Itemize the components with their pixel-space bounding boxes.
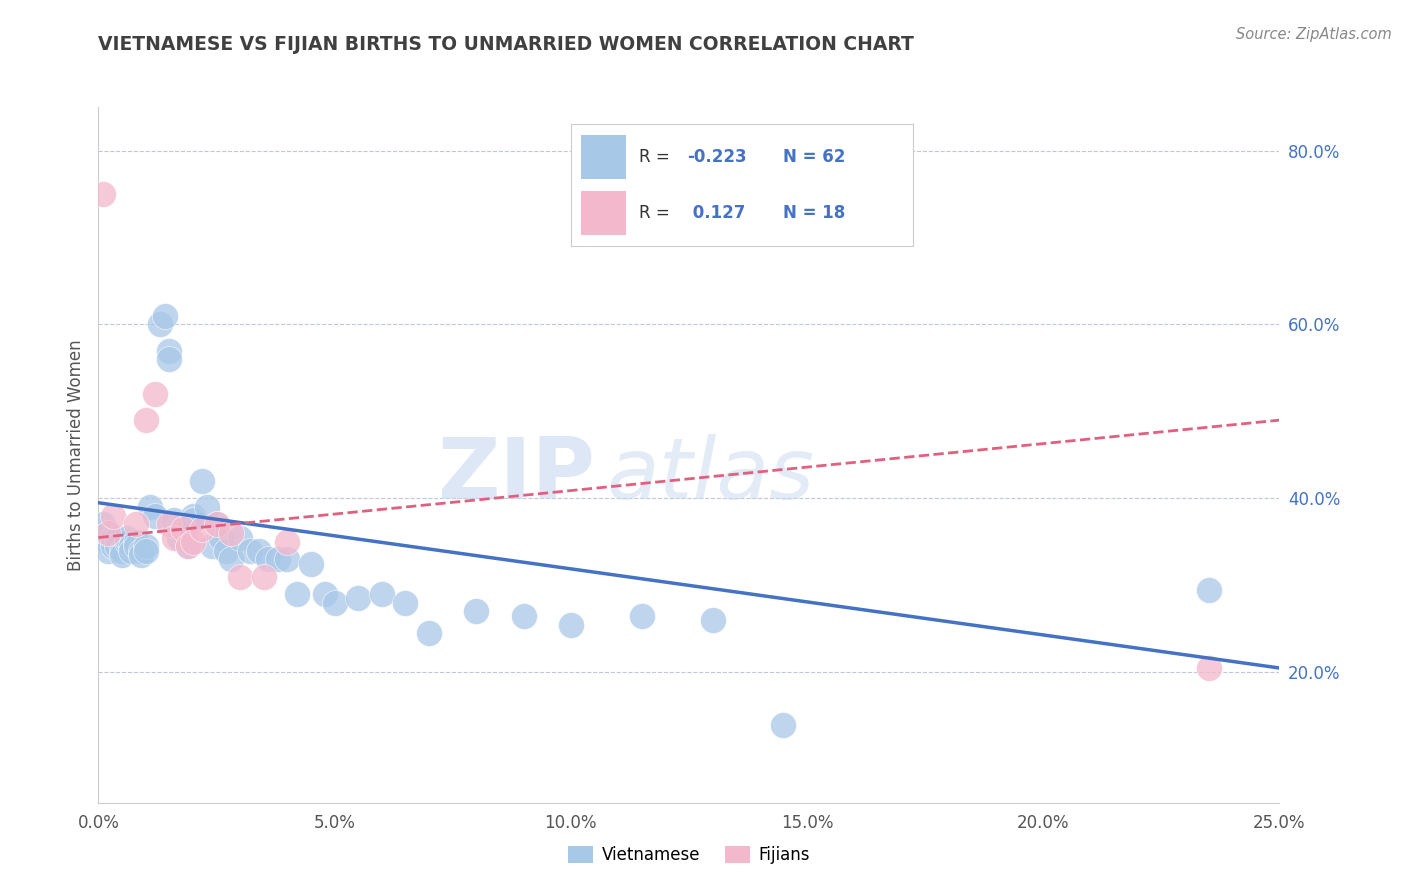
Point xyxy=(157,343,180,358)
Point xyxy=(172,526,194,541)
Point xyxy=(177,539,200,553)
Point xyxy=(191,522,214,536)
Point xyxy=(91,186,114,201)
Point xyxy=(153,309,176,323)
Point xyxy=(418,626,440,640)
Text: 0.127: 0.127 xyxy=(688,203,745,222)
FancyBboxPatch shape xyxy=(581,192,626,235)
Text: -0.223: -0.223 xyxy=(688,148,747,166)
Point xyxy=(97,526,120,541)
FancyBboxPatch shape xyxy=(581,136,626,179)
Point xyxy=(121,543,143,558)
Point xyxy=(1198,582,1220,597)
Text: Source: ZipAtlas.com: Source: ZipAtlas.com xyxy=(1236,27,1392,42)
Point xyxy=(111,548,134,562)
Point xyxy=(101,539,124,553)
Point xyxy=(97,526,120,541)
Point xyxy=(129,543,152,558)
Point xyxy=(139,500,162,514)
Point xyxy=(276,534,298,549)
Point xyxy=(229,570,252,584)
Text: VIETNAMESE VS FIJIAN BIRTHS TO UNMARRIED WOMEN CORRELATION CHART: VIETNAMESE VS FIJIAN BIRTHS TO UNMARRIED… xyxy=(98,35,914,54)
Point xyxy=(702,613,724,627)
Point xyxy=(121,539,143,553)
Point xyxy=(276,552,298,566)
Point xyxy=(143,508,166,523)
Point xyxy=(101,531,124,545)
Point xyxy=(512,608,534,623)
Text: ZIP: ZIP xyxy=(437,434,595,517)
Point xyxy=(177,539,200,553)
Point xyxy=(157,352,180,367)
Point xyxy=(97,543,120,558)
Point xyxy=(181,508,204,523)
Point xyxy=(229,531,252,545)
Point xyxy=(135,413,157,427)
Point xyxy=(560,617,582,632)
Text: N = 18: N = 18 xyxy=(783,203,845,222)
Y-axis label: Births to Unmarried Women: Births to Unmarried Women xyxy=(66,339,84,571)
Text: R =: R = xyxy=(640,203,681,222)
Point xyxy=(181,513,204,527)
Point xyxy=(115,531,138,545)
Point xyxy=(219,526,242,541)
Text: R =: R = xyxy=(640,148,675,166)
Point xyxy=(181,534,204,549)
Point xyxy=(101,508,124,523)
Point xyxy=(257,552,280,566)
Point xyxy=(285,587,308,601)
Point xyxy=(105,539,128,553)
Text: N = 62: N = 62 xyxy=(783,148,845,166)
Point xyxy=(163,531,186,545)
Point xyxy=(191,474,214,488)
Point xyxy=(247,543,270,558)
Point xyxy=(125,517,148,532)
Point xyxy=(163,513,186,527)
Point xyxy=(253,570,276,584)
Point xyxy=(299,557,322,571)
Point xyxy=(157,517,180,532)
Point xyxy=(239,543,262,558)
Point xyxy=(129,548,152,562)
Legend: Vietnamese, Fijians: Vietnamese, Fijians xyxy=(561,839,817,871)
Point xyxy=(105,531,128,545)
Point xyxy=(371,587,394,601)
Point xyxy=(772,717,794,731)
Point xyxy=(215,543,238,558)
Point xyxy=(125,539,148,553)
Point xyxy=(101,534,124,549)
Point xyxy=(314,587,336,601)
Point xyxy=(135,539,157,553)
Point xyxy=(115,534,138,549)
Point xyxy=(205,517,228,532)
Point xyxy=(205,517,228,532)
Point xyxy=(630,608,652,623)
Point xyxy=(143,387,166,401)
Point xyxy=(219,552,242,566)
Text: atlas: atlas xyxy=(606,434,814,517)
Point xyxy=(91,526,114,541)
Point xyxy=(323,596,346,610)
Point xyxy=(97,534,120,549)
Point xyxy=(201,539,224,553)
Point xyxy=(267,552,290,566)
Point xyxy=(394,596,416,610)
Point xyxy=(91,517,114,532)
Point xyxy=(347,591,370,606)
Point xyxy=(172,522,194,536)
Point xyxy=(167,531,190,545)
Point xyxy=(135,543,157,558)
Point xyxy=(465,605,488,619)
Point xyxy=(1198,661,1220,675)
Point xyxy=(149,318,172,332)
Point xyxy=(195,500,218,514)
Point xyxy=(209,531,232,545)
Point xyxy=(125,534,148,549)
Point xyxy=(111,543,134,558)
